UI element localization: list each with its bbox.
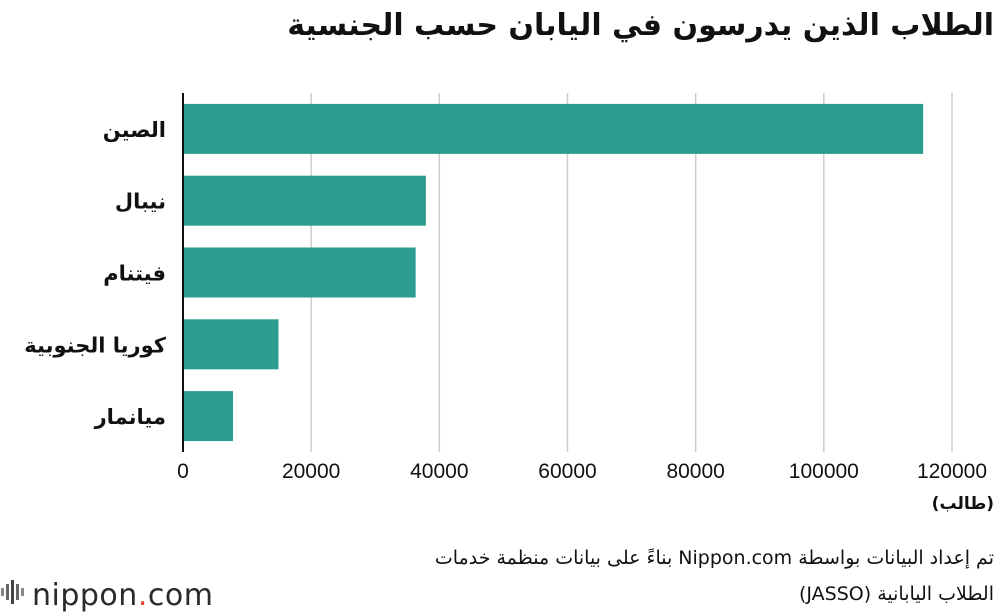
x-tick-label: 60000 (538, 460, 596, 483)
category-label: نيبال (115, 190, 166, 214)
bar-chart: الصين نيبال فيتنام كوريا الجنوبية ميانمار 0 20… (24, 93, 987, 483)
sound-wave-icon (0, 578, 26, 613)
source-line-2: الطلاب اليابانية (JASSO) (798, 583, 994, 605)
logo-name: nippon (32, 577, 138, 613)
category-label: كوريا الجنوبية (24, 333, 166, 357)
x-tick-label: 80000 (666, 460, 724, 483)
x-tick-label: 120000 (917, 460, 987, 483)
source-line-1: تم إعداد البيانات بواسطة Nippon.com بناء… (434, 547, 994, 569)
x-tick-label: 100000 (789, 460, 859, 483)
nippon-logo: nippon. com (0, 575, 213, 615)
source-note: تم إعداد البيانات بواسطة Nippon.com بناء… (294, 540, 994, 612)
category-label: ميانمار (94, 405, 166, 429)
x-tick-label: 40000 (410, 460, 468, 483)
unit-label: (طالب) (931, 494, 994, 514)
bar (183, 247, 416, 298)
bar (183, 391, 233, 442)
logo-dot: . (137, 577, 148, 613)
bar (183, 175, 426, 226)
x-tick-label: 20000 (282, 460, 340, 483)
chart-title: الطلاب الذين يدرسون في اليابان حسب الجنس… (287, 8, 994, 43)
x-tick-label: 0 (177, 460, 189, 483)
category-label: فيتنام (103, 262, 166, 286)
bar (183, 319, 279, 370)
logo-domain: com (147, 577, 214, 613)
category-label: الصين (103, 118, 166, 142)
bar (183, 103, 924, 154)
